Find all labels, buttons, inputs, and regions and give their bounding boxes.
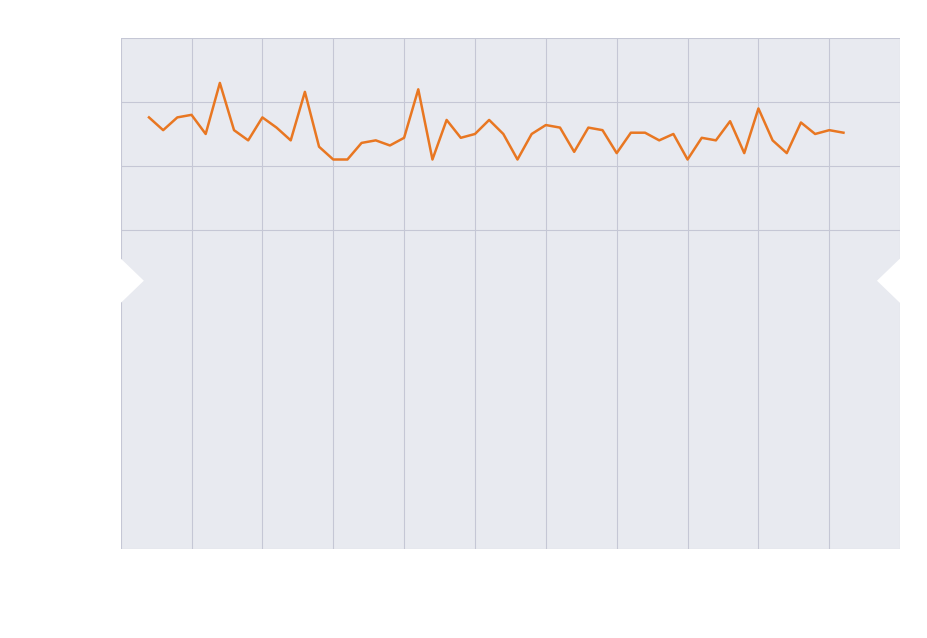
Y-axis label: Snow-covered area
(million square miles): Snow-covered area (million square miles) <box>42 191 81 396</box>
X-axis label: Year: Year <box>486 580 534 598</box>
